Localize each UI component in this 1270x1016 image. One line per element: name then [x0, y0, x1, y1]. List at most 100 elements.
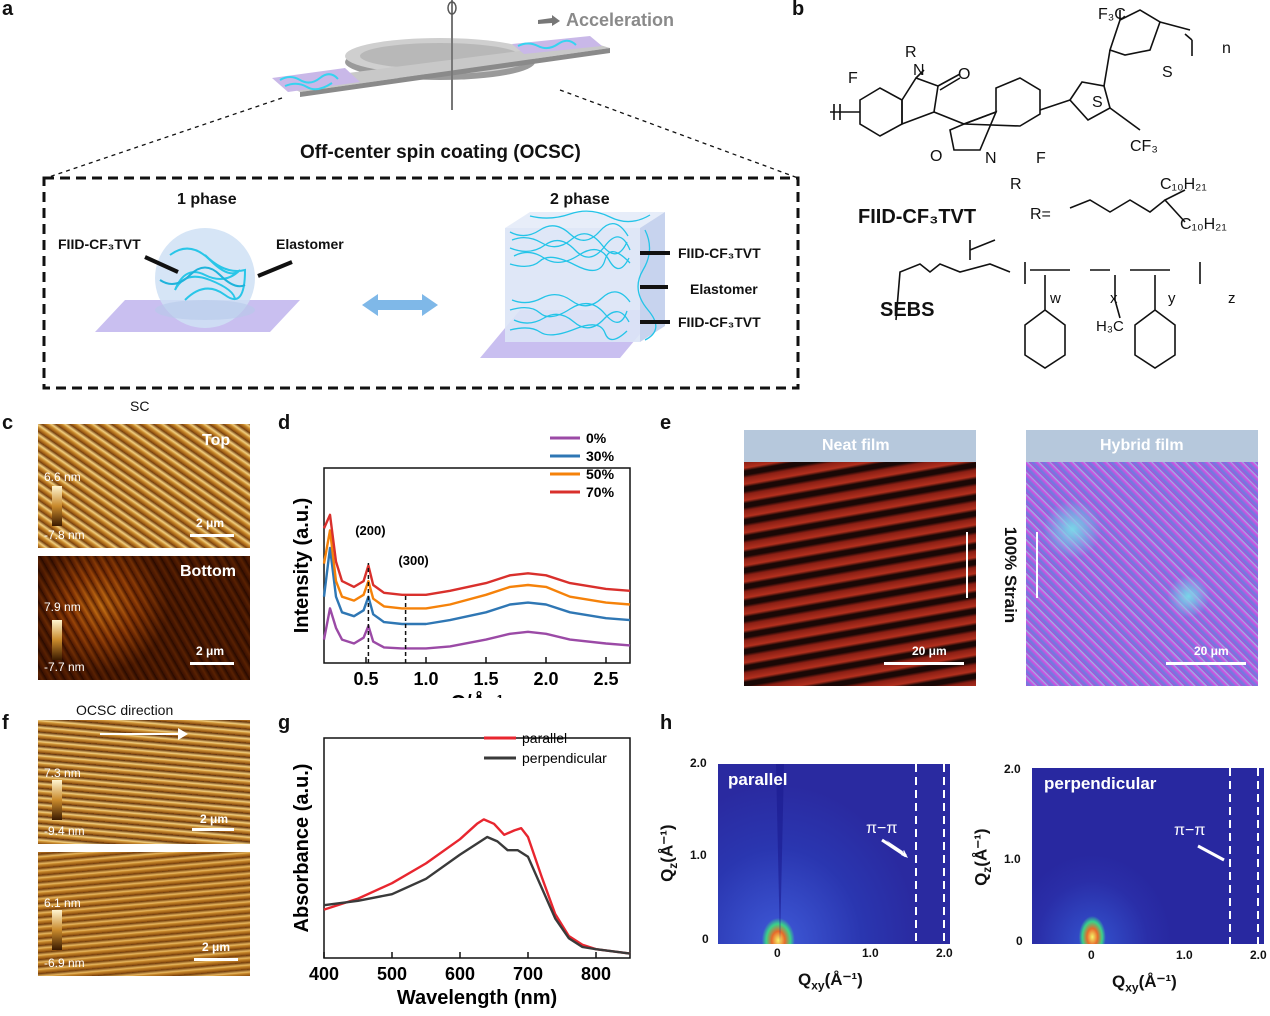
giwaxs-parallel-ytick-2: 2.0	[690, 756, 707, 770]
hybrid-strain-arrow	[1036, 532, 1038, 598]
x-tick-label: 400	[309, 964, 339, 984]
polymer-name: FIID-CF₃TVT	[858, 206, 977, 228]
series-line-0	[322, 607, 631, 650]
giwaxs-perp-xtick-0: 0	[1088, 948, 1095, 962]
polymer-label-left: FIID-CF₃TVT	[58, 236, 141, 252]
giwaxs-parallel-image	[718, 764, 950, 944]
giwaxs-parallel-xtick-2: 2.0	[936, 946, 953, 960]
hybrid-scale-label: 20 μm	[1194, 644, 1229, 658]
spin-coater-illustration	[42, 0, 800, 390]
phase1-label: 1 phase	[177, 191, 237, 208]
neat-scale-label: 20 μm	[912, 644, 947, 658]
giwaxs-perp-title: perpendicular	[1044, 774, 1157, 793]
acceleration-label: Acceleration	[566, 10, 675, 30]
afm-bottom-label: Bottom	[180, 563, 236, 580]
afm-top-colorbar	[52, 486, 62, 526]
giwaxs-perp-xlabel: Qxy(Å⁻¹)	[1112, 972, 1177, 995]
afm-f-top-min: -9.4 nm	[44, 824, 85, 838]
panel-h-label: h	[660, 712, 673, 734]
afm-f-bottom-colorbar	[52, 910, 62, 950]
afm-bottom-image	[38, 556, 250, 680]
atom-f-left: F	[848, 70, 858, 87]
ocsc-direction-arrowhead	[178, 728, 188, 740]
series-line-70	[322, 513, 631, 596]
giwaxs-parallel-xtick-0: 0	[774, 946, 781, 960]
x-tick-label: 2.5	[593, 669, 618, 689]
giwaxs-parallel-overlay	[776, 764, 945, 944]
afm-bottom-max: 7.9 nm	[44, 600, 81, 614]
giwaxs-perp-image	[1032, 768, 1264, 944]
afm-f-top-scalebar	[192, 828, 234, 831]
afm-f-bottom-min: -6.9 nm	[44, 956, 85, 970]
atom-f3c: F₃C	[1098, 6, 1126, 23]
panel-c-label: c	[2, 412, 14, 434]
atom-o-top: O	[958, 66, 971, 83]
x-axis-label: Wavelength (nm)	[397, 987, 557, 1009]
neat-film-title: Neat film	[822, 437, 890, 454]
legend-label: parallel	[522, 730, 567, 746]
afm-f-bottom-scale-label: 2 μm	[202, 940, 231, 954]
peak-label: (300)	[398, 553, 428, 568]
afm-top-scalebar	[190, 534, 234, 537]
legend-label: 70%	[586, 484, 615, 500]
giwaxs-perp-ytick-2: 2.0	[1004, 762, 1021, 776]
neat-film-image	[744, 462, 976, 686]
afm-top-min: -7.8 nm	[44, 528, 85, 542]
chemical-structures	[830, 9, 1201, 369]
chart-d: 0.5 1.0 1.5 2.0 2.5 Q/Å⁻¹ Intensity (a.u.) (200…	[291, 430, 631, 698]
legend-label: 50%	[586, 466, 615, 482]
giwaxs-perp-ytick-1: 1.0	[1004, 852, 1021, 866]
sebs-x: x	[1110, 290, 1118, 307]
giwaxs-perp-overlay	[1197, 768, 1259, 944]
panel-e-label: e	[660, 412, 672, 434]
legend-label: 0%	[586, 430, 607, 446]
afm-top-max: 6.6 nm	[44, 470, 81, 484]
c10h21-bottom: C₁₀H₂₁	[1180, 216, 1227, 233]
sebs-z: z	[1228, 290, 1236, 307]
giwaxs-parallel-title: parallel	[728, 770, 788, 789]
plot-frame	[323, 737, 631, 959]
panel-c-header: SC	[130, 398, 150, 414]
y-axis-label: Absorbance (a.u.)	[291, 764, 313, 933]
afm-bottom-scalebar	[190, 662, 234, 665]
atom-n-bottom: N	[985, 150, 997, 167]
neat-film-header	[744, 430, 976, 462]
afm-f-bottom-image	[38, 852, 250, 976]
panel-f-label: f	[2, 712, 9, 734]
giwaxs-parallel-ylabel: Qz(Å⁻¹)	[657, 824, 680, 882]
afm-top-label: Top	[202, 432, 231, 449]
plot-frame	[323, 467, 631, 664]
afm-bottom-colorbar	[52, 620, 62, 660]
hybrid-film-title: Hybrid film	[1100, 437, 1184, 454]
atom-f-right: F	[1036, 150, 1046, 167]
afm-f-top-max: 7.3 nm	[44, 766, 81, 780]
atom-cf3: CF₃	[1130, 138, 1158, 155]
giwaxs-parallel-xtick-1: 1.0	[862, 946, 879, 960]
giwaxs-parallel-ytick-1: 1.0	[690, 848, 707, 862]
hybrid-scalebar	[1166, 662, 1246, 665]
panel-d-label: d	[278, 412, 291, 434]
afm-f-top-scale-label: 2 μm	[200, 812, 229, 826]
chart-g: 400 500 600 700 800 Wavelength (nm) Absorbance…	[291, 730, 631, 1009]
x-tick-label: 1.0	[413, 669, 438, 689]
giwaxs-perp-xtick-2: 2.0	[1250, 948, 1267, 962]
x-axis-label: Q/Å⁻¹	[451, 690, 504, 698]
x-tick-label: 800	[581, 964, 611, 984]
sebs-h3c: H₃C	[1096, 318, 1124, 335]
neat-scalebar	[884, 662, 964, 665]
neat-strain-arrow	[966, 532, 968, 598]
giwaxs-perp-xtick-1: 1.0	[1176, 948, 1193, 962]
x-tick-label: 1.5	[473, 669, 498, 689]
elastomer-name: SEBS	[880, 299, 935, 321]
atom-s-mid: S	[1092, 94, 1103, 111]
ocsc-direction-label: OCSC direction	[76, 702, 174, 718]
afm-bottom-min: -7.7 nm	[44, 660, 85, 674]
giwaxs-perp-pipi: π−π	[1174, 822, 1206, 839]
giwaxs-parallel-xlabel: Qxy(Å⁻¹)	[798, 970, 863, 993]
afm-f-top-colorbar	[52, 780, 62, 820]
polymer-label-bottom: FIID-CF₃TVT	[678, 314, 761, 330]
x-tick-label: 500	[377, 964, 407, 984]
atom-n-index: n	[1222, 40, 1231, 57]
polymer-label-top: FIID-CF₃TVT	[678, 245, 761, 261]
atom-o-bottom: O	[930, 148, 943, 165]
